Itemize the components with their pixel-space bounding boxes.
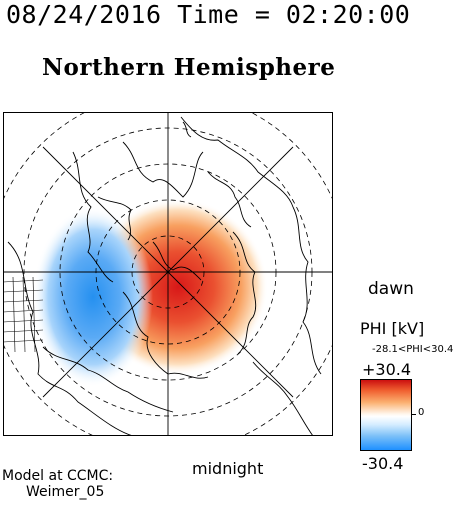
map-title: Northern Hemisphere [42, 54, 336, 81]
midnight-label: midnight [192, 459, 264, 478]
negative-potential-cell [33, 207, 153, 387]
colorbar-range: -28.1<PHI<30.4 [372, 344, 454, 355]
coastlines [7, 116, 322, 436]
colorbar-zero-tick [412, 414, 416, 415]
colorbar-min-label: -30.4 [362, 454, 404, 473]
colorbar-max-label: +30.4 [362, 360, 412, 379]
dawn-label: dawn [368, 279, 414, 299]
projection-grid [3, 276, 44, 353]
colorbar [360, 379, 412, 451]
model-credit: Model at CCMC: [2, 468, 114, 484]
model-name: Weimer_05 [26, 484, 105, 500]
timestamp: 08/24/2016 Time = 02:20:00 [6, 0, 411, 29]
longitude-lines [3, 112, 333, 436]
polar-potential-map [3, 112, 333, 436]
colorbar-title: PHI [kV] [360, 319, 425, 338]
colorbar-zero-label: 0 [418, 407, 425, 418]
